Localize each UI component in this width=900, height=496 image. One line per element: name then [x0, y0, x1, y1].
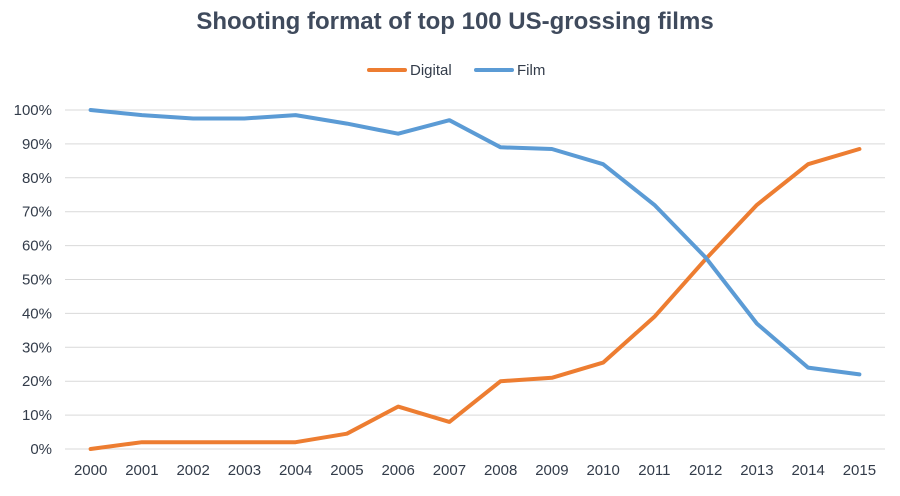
x-tick-label: 2011	[638, 462, 670, 479]
y-tick-label: 0%	[30, 441, 52, 458]
series-line-film	[88, 108, 862, 377]
x-tick-label: 2015	[843, 462, 876, 479]
y-tick-label: 100%	[14, 102, 52, 119]
x-axis-ticks: 2000 2001 2002 2003 2004 2005 2006 2007 2008 2009…	[74, 462, 876, 479]
x-tick-label: 2004	[279, 462, 312, 479]
legend-item-digital: Digital	[367, 62, 452, 79]
chart-title: Shooting format of top 100 US-grossing f…	[196, 8, 713, 35]
gridlines	[65, 109, 885, 450]
y-tick-label: 70%	[22, 204, 52, 221]
x-tick-label: 2014	[791, 462, 824, 479]
y-tick-label: 60%	[22, 238, 52, 255]
legend: Digital Film	[367, 62, 545, 79]
y-tick-label: 10%	[22, 407, 52, 424]
series-line-digital	[88, 147, 862, 451]
x-tick-label: 2007	[433, 462, 466, 479]
x-tick-label: 2009	[535, 462, 568, 479]
x-tick-label: 2012	[689, 462, 722, 479]
legend-label-film: Film	[517, 62, 545, 79]
series-lines	[88, 108, 862, 451]
legend-item-film: Film	[474, 62, 545, 79]
x-tick-label: 2006	[381, 462, 414, 479]
y-tick-label: 40%	[22, 305, 52, 322]
x-tick-label: 2000	[74, 462, 107, 479]
y-tick-label: 20%	[22, 373, 52, 390]
y-tick-label: 80%	[22, 170, 52, 187]
x-tick-label: 2010	[586, 462, 619, 479]
x-tick-label: 2008	[484, 462, 517, 479]
x-tick-label: 2002	[176, 462, 209, 479]
y-axis-ticks: 0% 10% 20% 30% 40% 50% 60% 70% 80% 90% 100%	[14, 102, 52, 458]
x-tick-label: 2005	[330, 462, 363, 479]
x-tick-label: 2003	[228, 462, 261, 479]
y-tick-label: 90%	[22, 136, 52, 153]
x-tick-label: 2013	[740, 462, 773, 479]
x-tick-label: 2001	[125, 462, 158, 479]
y-tick-label: 30%	[22, 339, 52, 356]
legend-label-digital: Digital	[410, 62, 452, 79]
y-tick-label: 50%	[22, 272, 52, 289]
